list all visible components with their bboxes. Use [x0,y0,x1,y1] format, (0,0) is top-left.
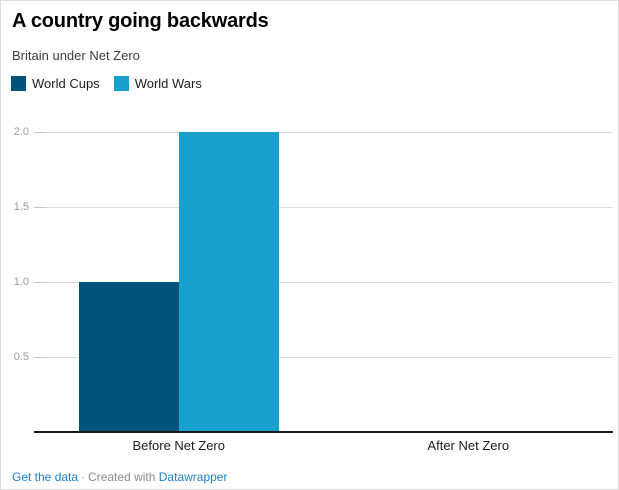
y-axis-tick [34,282,46,283]
page-title: A country going backwards [12,10,269,32]
created-with-text: Created with [88,470,156,484]
gridline [34,207,613,208]
gridline [34,357,613,358]
datawrapper-link[interactable]: Datawrapper [158,470,228,484]
chart-footer: Get the data · Created with Datawrapper [12,470,227,484]
y-axis-tick [34,207,46,208]
y-axis-tick [34,357,46,358]
legend-item: World Cups [11,76,100,91]
y-axis-tick-label: 1.5 [13,201,29,213]
legend-label: World Cups [32,76,100,91]
bar-world-cups[interactable] [78,282,179,432]
legend-swatch-icon [11,76,26,91]
gridline [34,282,613,283]
gridline [34,132,613,133]
y-axis-tick-label: 0.5 [13,351,29,363]
footer-separator: · [81,470,86,484]
bar-world-wars[interactable] [178,132,279,432]
y-axis-tick [34,132,46,133]
y-axis-tick-label: 2.0 [13,126,29,138]
legend-item: World Wars [113,76,202,91]
x-axis-line [34,431,613,433]
get-the-data-link[interactable]: Get the data [12,470,79,484]
chart-legend: World Cups World Wars [11,76,202,91]
y-axis-tick-label: 1.0 [13,276,29,288]
x-axis-category-label: After Net Zero [427,438,510,453]
x-axis-category-label: Before Net Zero [132,438,226,453]
chart-subtitle: Britain under Net Zero [12,48,140,63]
legend-label: World Wars [134,76,202,91]
legend-swatch-icon [113,76,129,91]
